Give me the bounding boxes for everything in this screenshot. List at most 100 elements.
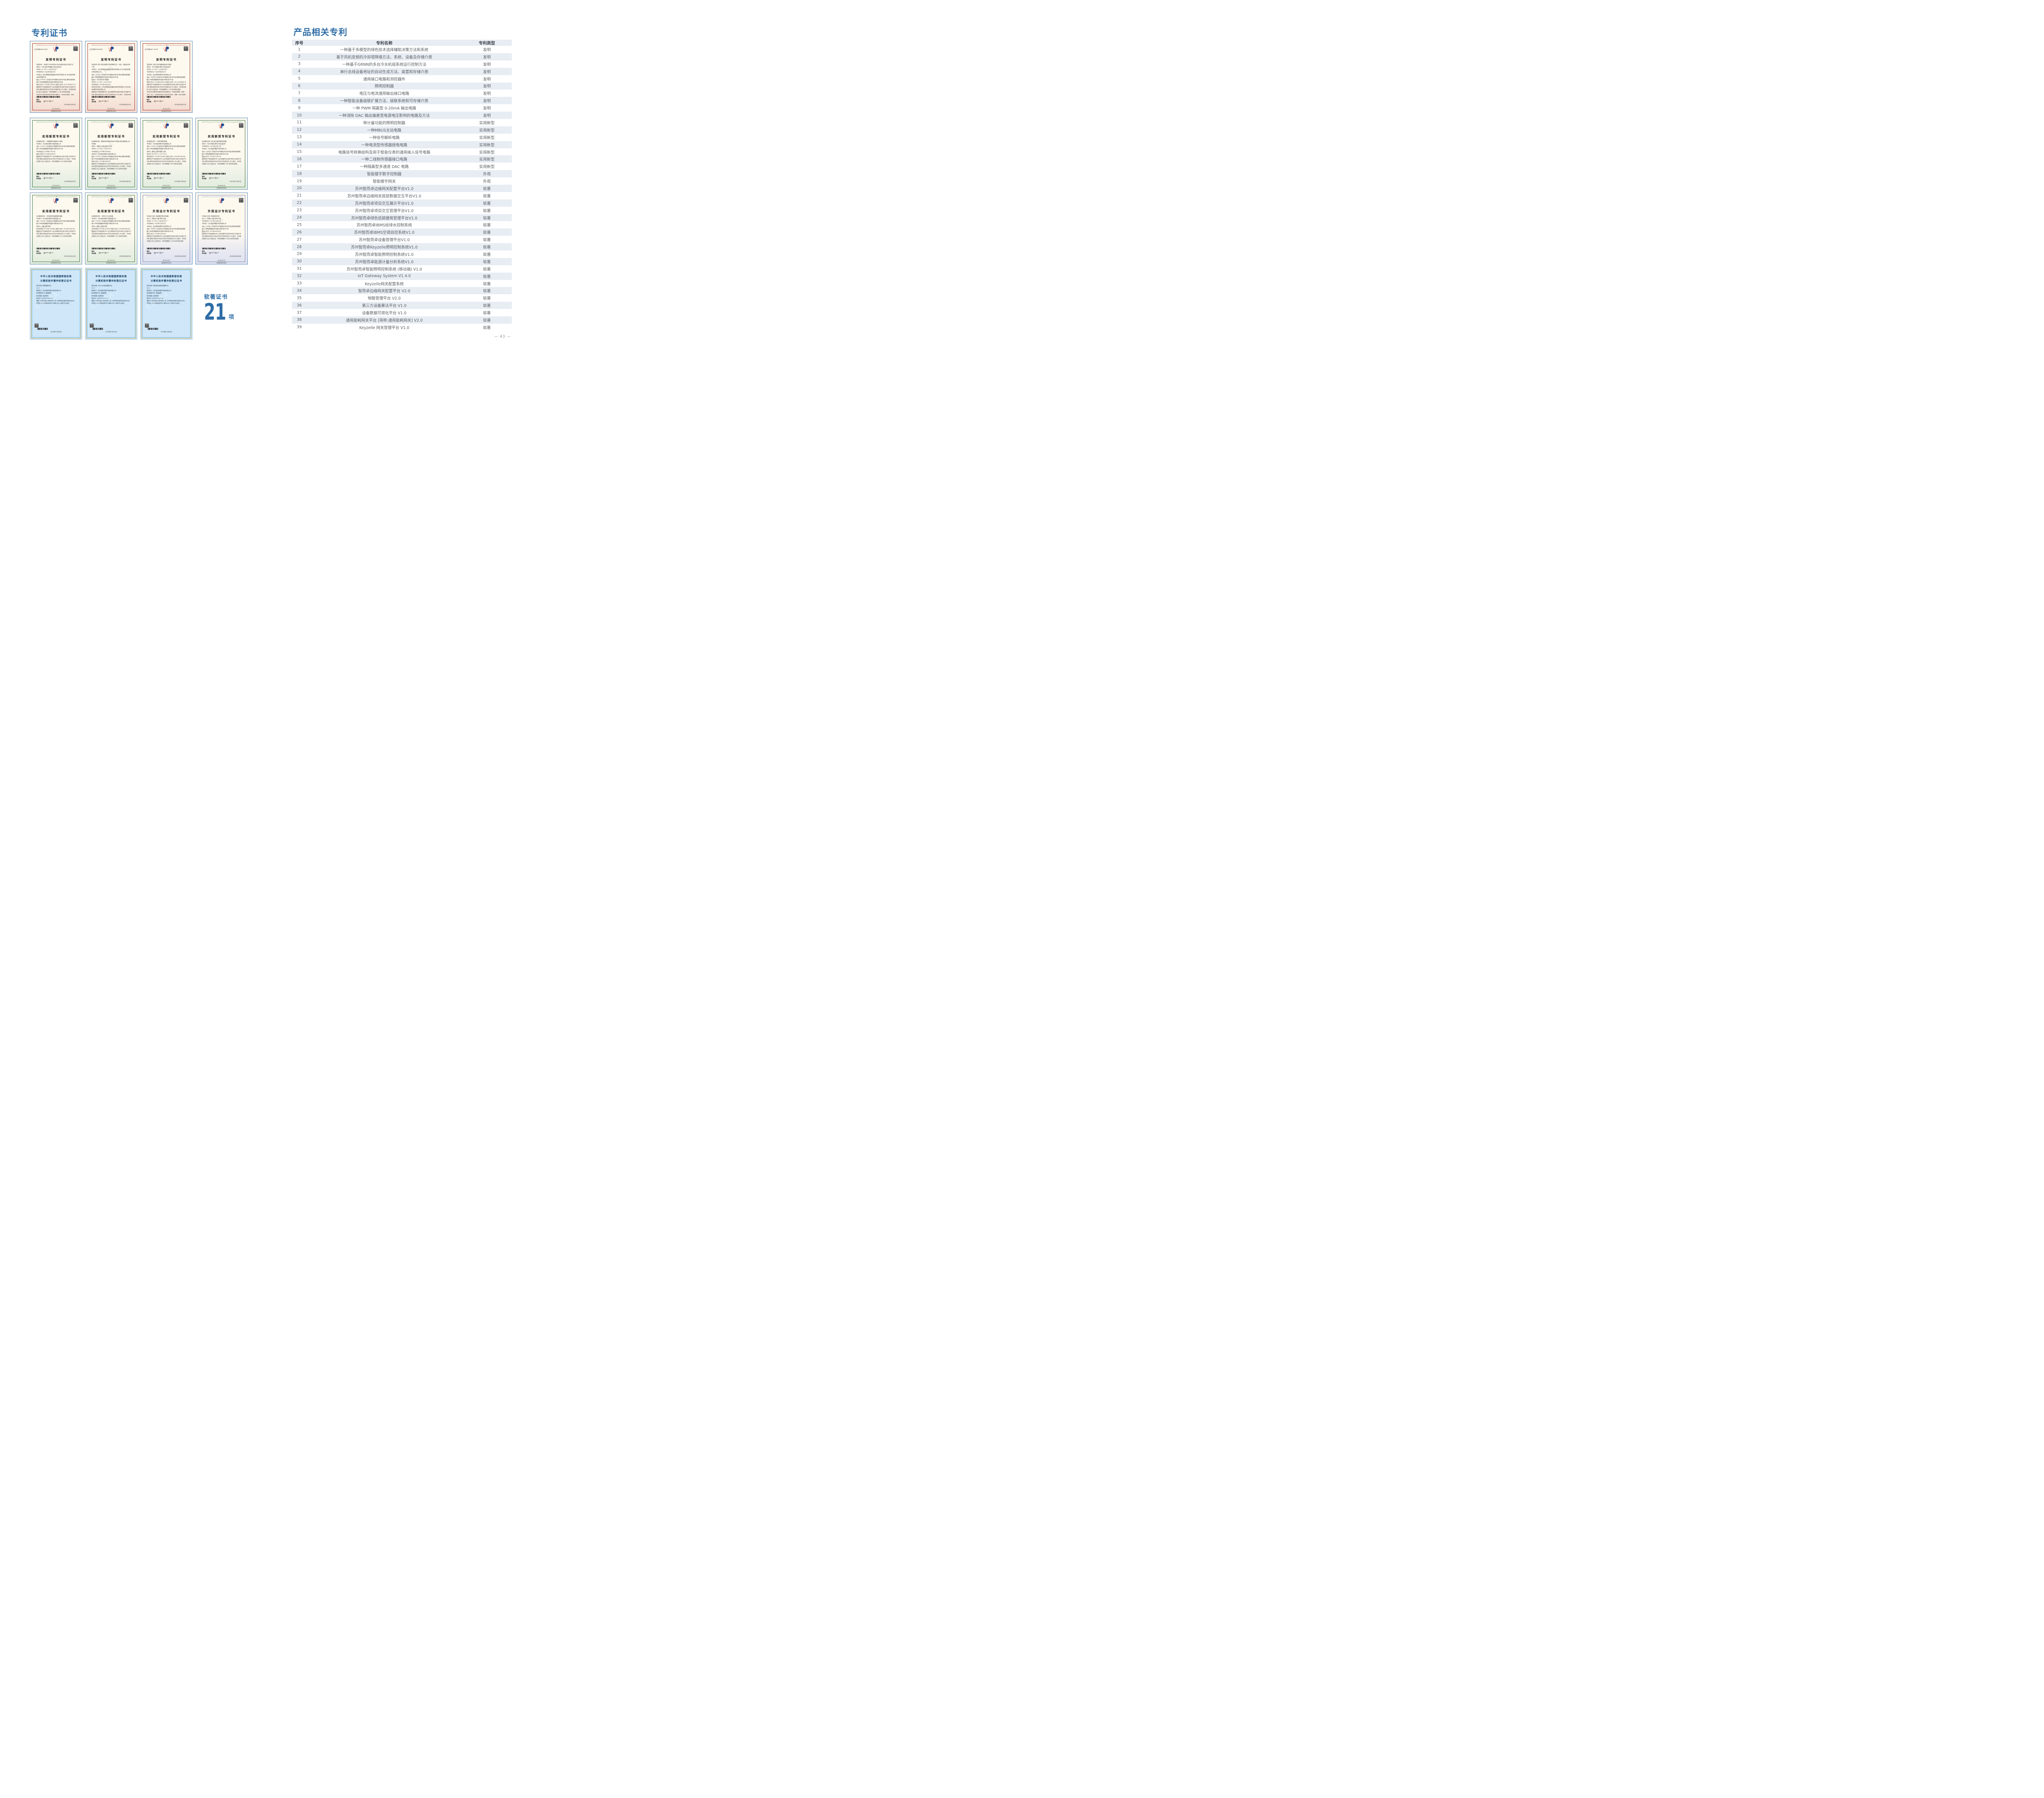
- certificate-date: 2025年07月09日: [161, 331, 172, 333]
- qr-code: [74, 198, 78, 202]
- qr-code: [239, 198, 243, 202]
- certificate-title: 中华人民共和国国家版权局: [95, 275, 127, 278]
- page-number: — 43 —: [494, 335, 511, 339]
- barcode: [92, 172, 115, 175]
- table-row: 35 物联管理平台 V2.0 软著: [292, 294, 512, 302]
- table-row: 29 苏州智而卓智能照明控制系统V1.0 软著: [292, 251, 512, 258]
- cell-patent-name: 一种二线制传感器接口电路: [361, 157, 408, 162]
- certificate-body-text: 实用新型名称: 带计量功能的照明控制器 发明人: 马杰;李建池;黄亮;刘炜;吴志…: [202, 141, 241, 165]
- cell-patent-name: 智能楼宇数字控制器: [367, 172, 402, 177]
- cell-patent-name: 设备数据可视化平台 V1.0: [362, 311, 407, 316]
- certificate-date: 2024年04月02日: [119, 181, 131, 182]
- qr-code: [74, 47, 78, 51]
- certificate-card: 中华人民共和国国家版权局 计算机软件著作权登记证书 软件名称: Keyzelle…: [85, 268, 137, 340]
- barcode: [92, 96, 115, 98]
- certificate-title: 发明专利证书: [156, 58, 177, 61]
- table-row: 12 一种MBUS主站电路 实用新型: [292, 126, 512, 134]
- signature-block: 局长 申长雨: [147, 99, 186, 103]
- cell-patent-type: 软著: [483, 252, 491, 257]
- table-row: 14 一种电流型传感器授电电路 实用新型: [292, 141, 512, 148]
- barcode: [202, 172, 226, 175]
- cell-index: 34: [297, 288, 302, 293]
- cell-patent-type: 发明: [483, 55, 491, 60]
- ornament-flourish-icon: [202, 196, 242, 197]
- barcode: [147, 247, 170, 249]
- cell-patent-name: 物联管理平台 V2.0: [368, 296, 401, 301]
- table-row: 13 一种信号解析电路 实用新型: [292, 134, 512, 141]
- cell-patent-type: 软著: [483, 216, 491, 221]
- qr-code: [35, 324, 38, 327]
- certificate-subtitle: 计算机软件著作权登记证书: [95, 280, 127, 282]
- column-header-patent-type: 专利类型: [479, 41, 495, 46]
- certificate-row-utility-1: 实用新型专利证书 实用新型名称: 一种隔离型多通道DAC电路 专利权人: 苏州智…: [30, 118, 248, 190]
- cell-patent-type: 软著: [483, 231, 491, 235]
- cell-patent-type: 软著: [483, 208, 491, 213]
- certificate-title: 中华人民共和国国家版权局: [150, 275, 182, 278]
- table-body: 1 一种基于多模型的绿色技术选择辅助决策方法和系统 发明 2 基于风机变频的冷却…: [292, 46, 512, 331]
- barcode: [147, 172, 170, 175]
- table-row: 4 串行总线设备地址的自动生成方法、装置和存储介质 发明: [292, 67, 512, 75]
- certificate-body-text: 实用新型名称: 一种电流型传感器授电电路 专利权人: 苏州智而卓数字科技有限公司…: [36, 215, 76, 237]
- cell-index: 10: [297, 113, 302, 118]
- cnipa-logo-icon: [108, 123, 114, 128]
- signature-icon: [43, 252, 54, 254]
- cell-index: 18: [297, 171, 302, 176]
- cell-patent-name: 基于风机变频的冷却塔降噪方法、系统、设备及存储介质: [336, 55, 433, 60]
- cell-patent-type: 实用新型: [479, 143, 495, 148]
- cell-index: 12: [297, 128, 302, 132]
- certificate-footnote: 其他事项参见续页: [216, 262, 226, 264]
- cell-patent-type: 发明: [483, 77, 491, 82]
- certificate-title: 外观设计专利证书: [208, 210, 235, 213]
- cnipa-logo-icon: [163, 123, 170, 128]
- cell-index: 8: [298, 98, 300, 103]
- cell-index: 23: [297, 208, 302, 213]
- ornament-flourish-icon: [146, 121, 187, 122]
- software-copyright-count-badge: 软著证书 21 项: [204, 292, 234, 323]
- table-row: 17 一种隔离型多通道 DAC 电路 实用新型: [292, 163, 512, 170]
- cell-patent-name: 苏州智而卓设备管理平台V1.0: [359, 238, 410, 243]
- certificate-body-text: 实用新型名称: 一种MBUS主站电路 专利权人: 苏州智而卓数字科技有限公司 地…: [92, 215, 131, 237]
- certificate-body-text: 实用新型名称: 一种信号解析电路 专利权人: 苏州智而卓数字科技有限公司 地址:…: [147, 141, 186, 165]
- certificate-page-label: 第1页(共2页): [217, 259, 226, 261]
- certificate-body-text: 外观设计名称: 智能楼宇网关 设计人: 李建池;马晨;李帆;刘炜 专利申请日: …: [202, 215, 241, 240]
- certificate-subtitle: 计算机软件著作权登记证书: [150, 280, 182, 282]
- table-row: 26 苏州智而卓IBMS空调自控系统V1.0 软著: [292, 228, 512, 236]
- qr-code: [239, 123, 243, 128]
- patent-table: 序号 专利名称 专利类型 1 一种基于多模型的绿色技术选择辅助决策方法和系统 发…: [292, 40, 512, 331]
- table-row: 7 电压与电流通用输出接口电路 发明: [292, 90, 512, 97]
- signature-block: 局长 申长雨: [92, 99, 131, 103]
- certificate-body-text: 软件名称: Keyzelle网关管理平台 V1.0 著作权人: 苏州智而卓数字科…: [92, 285, 130, 304]
- certificate-row-utility-design: 实用新型专利证书 实用新型名称: 一种电流型传感器授电电路 专利权人: 苏州智而…: [30, 193, 248, 264]
- certificate-footnote: 其他事项参见续页: [106, 110, 116, 112]
- cell-patent-name: 智能楼宇网关: [372, 179, 396, 184]
- certificate-date: 2024年10月15日: [64, 255, 76, 257]
- certificate-footer-block: 局长 申长雨 2025年07月07日: [92, 327, 131, 333]
- cell-index: 33: [297, 281, 302, 286]
- certificate-footnote: 其他事项参见续页: [51, 110, 61, 112]
- certificate-card: 中华人民共和国国家版权局 计算机软件著作权登记证书 软件名称: 物联管理平台 V…: [30, 268, 82, 340]
- barcode: [147, 96, 170, 98]
- table-row: 36 第三方设备算法平台 V1.0 软著: [292, 302, 512, 309]
- signature-icon: [99, 100, 109, 103]
- cell-patent-name: 带计量功能的照明控制器: [363, 121, 406, 125]
- cell-patent-name: 苏州智而卓边缘网关配置平台V1.0: [355, 186, 414, 191]
- cell-index: 11: [297, 120, 302, 125]
- certificate-card: 证书号第6661534号 发明专利证书 发明名称: 一种基于GRNN的多台冷水机…: [30, 41, 82, 113]
- certificate-footer-block: 局长 申长雨 2024年03月22日: [147, 96, 186, 106]
- column-header-patent-name: 专利名称: [376, 41, 392, 46]
- cell-patent-name: 苏州智而卓项目交互展示平台V1.0: [355, 201, 414, 206]
- cell-patent-name: 串行总线设备地址的自动生成方法、装置和存储介质: [340, 69, 428, 74]
- certificate-body-text: 实用新型名称: 电路信号转换结构及用于智能仪表的通用接入信号电路 发明人: 李建…: [92, 141, 131, 170]
- certificate-card: 实用新型专利证书 实用新型名称: 一种电流型传感器授电电路 专利权人: 苏州智而…: [30, 193, 82, 264]
- signature-icon: [99, 252, 109, 254]
- certificate-card: 实用新型专利证书 实用新型名称: 带计量功能的照明控制器 发明人: 马杰;李建池…: [195, 118, 248, 190]
- signature-block: 局长 申长雨: [147, 250, 186, 255]
- cell-index: 27: [297, 237, 302, 242]
- ornament-flourish-icon: [91, 44, 132, 45]
- cell-patent-type: 软著: [483, 260, 491, 264]
- cell-patent-name: 苏州智而卓Keyzelle照明控制系统V1.0: [351, 245, 418, 250]
- cell-patent-name: 苏州智而卓项目交互管理平台V1.0: [355, 208, 414, 213]
- certificate-footer-block: 局长 申长雨 2025年07月09日: [147, 327, 186, 333]
- cell-patent-name: 苏州智而卓IBMS给排水控制系统: [356, 223, 412, 228]
- certificate-date: 2022年11月22日: [229, 181, 241, 182]
